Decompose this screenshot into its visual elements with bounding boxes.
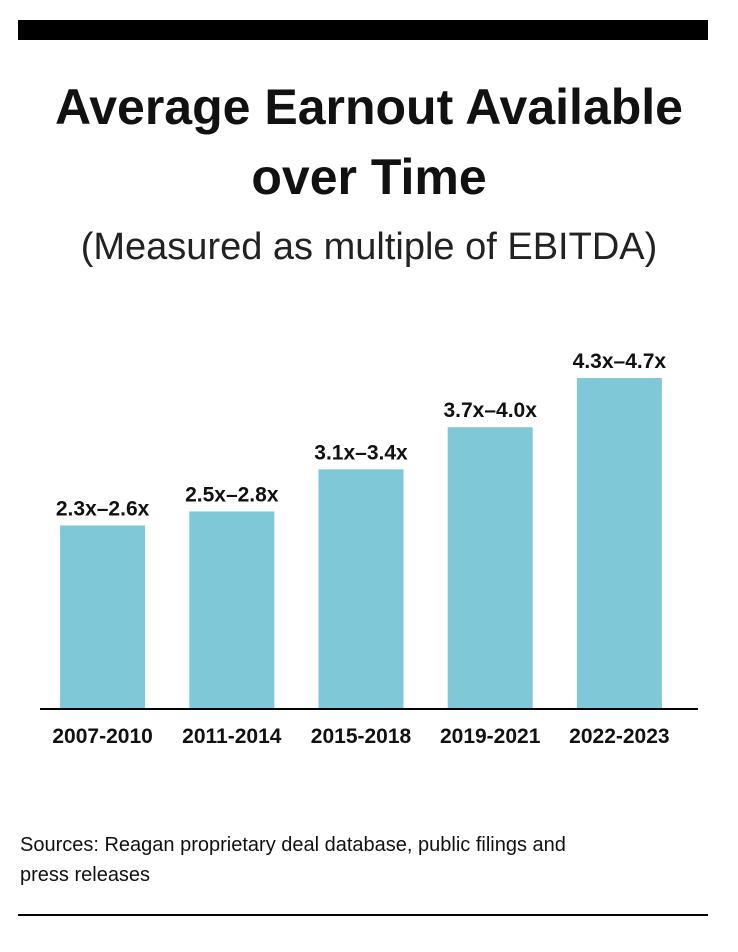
value-label: 3.7x–4.0x <box>443 399 537 422</box>
value-label: 3.1x–3.4x <box>314 441 408 464</box>
x-tick-label: 2019-2021 <box>440 725 541 748</box>
chart-title: Average Earnout Available over Time <box>54 79 683 205</box>
top-rule <box>18 20 708 40</box>
x-tick-label: 2007-2010 <box>52 725 152 748</box>
bar <box>189 511 275 708</box>
source-note: Sources: Reagan proprietary deal databas… <box>20 834 566 886</box>
value-label: 2.5x–2.8x <box>185 483 279 506</box>
bar <box>576 378 662 708</box>
x-tick-label: 2022-2023 <box>569 725 669 748</box>
chart: 2007-2010 2.3x–2.6x 2011-2014 2.5x–2.8x 2015… <box>40 350 698 748</box>
x-tick-label: 2015-2018 <box>311 725 412 748</box>
value-label: 4.3x–4.7x <box>573 350 667 373</box>
chart-subtitle: (Measured as multiple of EBITDA) <box>80 226 658 268</box>
bar <box>318 469 404 708</box>
bar <box>447 427 533 708</box>
bar <box>60 525 146 708</box>
bottom-rule <box>18 914 708 916</box>
value-label: 2.3x–2.6x <box>56 497 150 520</box>
x-tick-label: 2011-2014 <box>182 725 282 748</box>
